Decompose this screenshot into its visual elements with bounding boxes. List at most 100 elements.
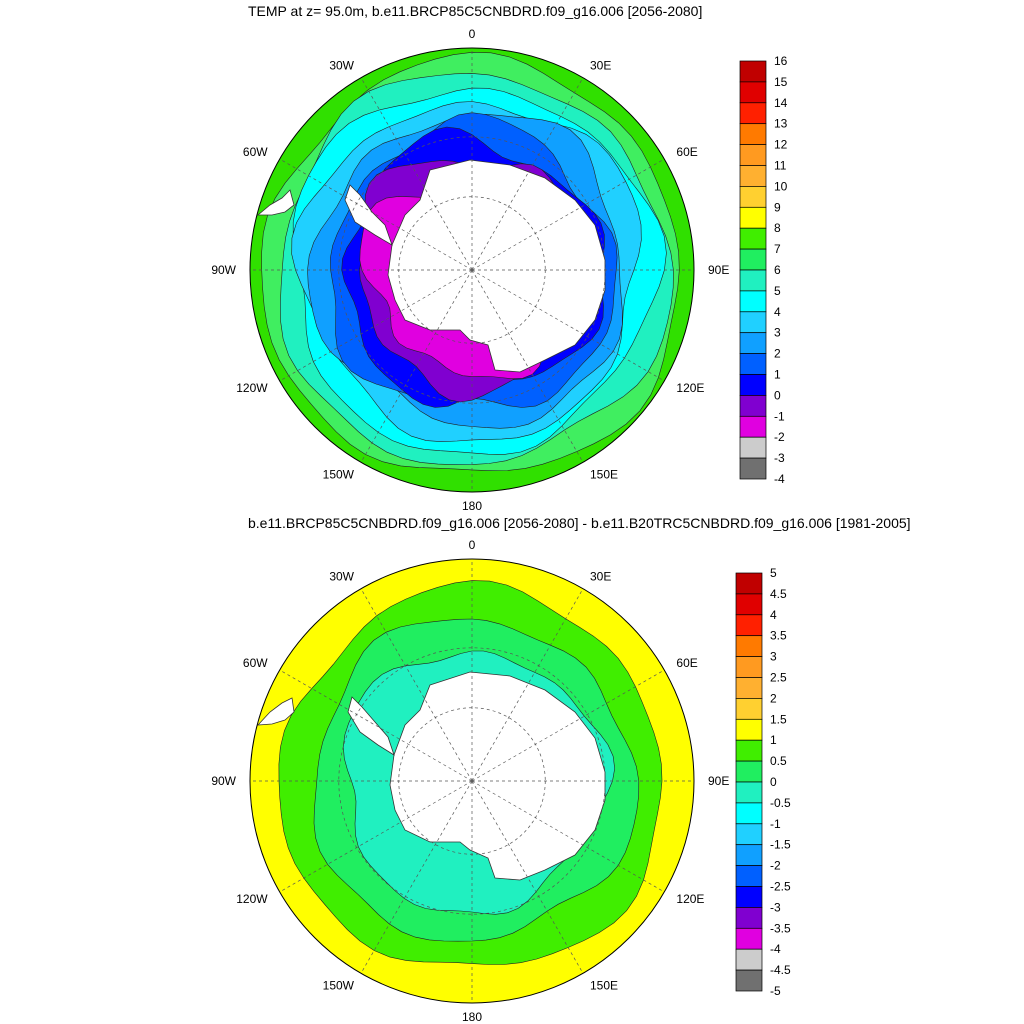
top-lon-label-9: 90W (211, 263, 236, 277)
top-cbar-label-9: 7 (774, 242, 781, 256)
bottom-cbar-swatch-2 (735, 614, 763, 637)
top-cbar-swatch-13 (739, 332, 767, 354)
bottom-lon-label-8: 120W (236, 892, 268, 906)
bottom-cbar-swatch-6 (735, 698, 763, 720)
bottom-cbar-swatch-17 (735, 927, 763, 950)
bottom-cbar-swatch-1 (735, 593, 763, 616)
bottom-colorbar: 5 4.5 4 3.5 3 2.5 2 1.5 1 0.5 0 -0.5 -1 -1.5 -2 -2.5 -3 -… (735, 566, 791, 998)
top-cbar-label-14: 2 (774, 347, 781, 361)
top-cbar-label-19: -3 (774, 451, 785, 465)
bottom-meridian-4 (471, 780, 665, 893)
top-cbar-label-0: 16 (774, 54, 788, 68)
bottom-cbar-swatch-11 (735, 802, 763, 825)
top-lon-label-3: 90E (708, 263, 729, 277)
bottom-cbar-label-1: 4.5 (770, 587, 787, 601)
top-cbar-swatch-12 (739, 311, 767, 334)
bottom-cbar-label-17: -3.5 (770, 921, 791, 935)
top-meridian-5 (471, 269, 584, 463)
top-cbar-swatch-8 (739, 227, 767, 250)
bottom-cbar-label-12: -1 (770, 817, 781, 831)
top-meridian-7 (360, 269, 473, 463)
top-meridian-1 (471, 77, 584, 271)
top-cbar-swatch-9 (739, 248, 767, 271)
top-meridian-10 (279, 158, 473, 271)
top-polar-map: 0 30E 60E 90E 120E 150E 180 150W 120W 90W 60W 30W (211, 27, 729, 513)
top-cbar-swatch-7 (739, 206, 767, 229)
antarctic-peninsula-land (347, 696, 395, 756)
top-cbar-swatch-15 (739, 374, 767, 396)
top-map-border (249, 47, 695, 493)
bottom-cbar-label-2: 4 (770, 608, 777, 622)
bottom-cbar-label-7: 1.5 (770, 712, 787, 726)
top-cbar-swatch-18 (739, 436, 767, 459)
bottom-meridian-7 (360, 780, 473, 974)
top-meridian-4 (471, 269, 665, 382)
bottom-lon-label-11: 30W (329, 570, 354, 584)
top-cbar-label-5: 11 (774, 159, 787, 173)
bottom-cbar-swatch-3 (735, 635, 763, 657)
top-cbar-label-2: 14 (774, 96, 788, 110)
bottom-panel-title: b.e11.BRCP85C5CNBDRD.f09_g16.006 [2056-2… (248, 515, 911, 531)
bottom-meridian-11 (360, 588, 473, 782)
bottom-lon-label-3: 90E (708, 774, 729, 788)
bottom-polar-map: 0 30E 60E 90E 120E 150E 180 150W 120W 90W 60W 30W (211, 538, 729, 1024)
bottom-meridian-10 (279, 669, 473, 782)
bottom-cbar-label-10: 0 (770, 775, 777, 789)
bottom-cbar-swatch-8 (735, 739, 763, 762)
top-cbar-swatch-3 (739, 123, 767, 145)
bottom-cbar-swatch-5 (735, 677, 763, 699)
top-cbar-swatch-14 (739, 353, 767, 375)
bottom-cbar-label-11: -0.5 (770, 796, 791, 810)
top-cbar-swatch-0 (739, 60, 767, 83)
top-cbar-swatch-11 (739, 290, 767, 313)
bottom-cbar-swatch-14 (735, 865, 763, 887)
bottom-meridian-1 (471, 588, 584, 782)
top-meridian-11 (360, 77, 473, 271)
top-lon-label-0: 0 (469, 27, 476, 41)
bottom-cbar-swatch-4 (735, 656, 763, 678)
bottom-cbar-label-9: 0.5 (770, 754, 787, 768)
bottom-lon-label-4: 120E (676, 892, 704, 906)
bottom-cbar-swatch-18 (735, 948, 763, 971)
south-america-land (256, 189, 295, 216)
top-lon-label-1: 30E (590, 59, 611, 73)
bottom-cbar-label-0: 5 (770, 566, 777, 580)
bottom-cbar-label-19: -4.5 (770, 963, 791, 977)
top-cbar-label-15: 1 (774, 368, 781, 382)
bottom-cbar-label-4: 3 (770, 650, 777, 664)
top-cbar-swatch-10 (739, 269, 767, 292)
bottom-lon-label-1: 30E (590, 570, 611, 584)
bottom-lon-label-6: 180 (462, 1010, 482, 1024)
bottom-cbar-swatch-9 (735, 760, 763, 783)
bottom-cbar-swatch-13 (735, 844, 763, 866)
top-cbar-label-6: 10 (774, 179, 788, 193)
bottom-cbar-label-13: -1.5 (770, 838, 791, 852)
bottom-cbar-swatch-12 (735, 823, 763, 846)
top-panel-title: TEMP at z= 95.0m, b.e11.BRCP85C5CNBDRD.f… (248, 3, 703, 19)
bottom-meridian-2 (471, 669, 665, 782)
bottom-lon-label-0: 0 (469, 538, 476, 552)
top-lon-label-6: 180 (462, 499, 482, 513)
top-cbar-label-3: 13 (774, 117, 788, 131)
top-cbar-label-11: 5 (774, 284, 781, 298)
top-lon-labels: 0 30E 60E 90E 120E 150E 180 150W 120W 90W 60W 30W (211, 27, 729, 513)
top-cbar-label-20: -4 (774, 472, 785, 486)
top-cbar-swatch-4 (739, 144, 767, 166)
bottom-cbar-label-14: -2 (770, 859, 781, 873)
top-cbar-label-12: 4 (774, 305, 781, 319)
bottom-lon-label-2: 60E (676, 656, 697, 670)
top-cbar-swatch-19 (739, 457, 767, 480)
antarctica-land (387, 159, 606, 373)
antarctica-land (389, 671, 606, 881)
bottom-lon-label-9: 90W (211, 774, 236, 788)
bottom-lon-label-7: 150W (323, 978, 355, 992)
top-cbar-label-10: 6 (774, 263, 781, 277)
top-cbar-label-18: -2 (774, 430, 785, 444)
bottom-cbar-label-6: 2 (770, 691, 777, 705)
top-lon-label-11: 30W (329, 59, 354, 73)
bottom-cbar-label-15: -2.5 (770, 880, 791, 894)
top-lon-label-10: 60W (243, 145, 268, 159)
bottom-cbar-label-16: -3 (770, 900, 781, 914)
